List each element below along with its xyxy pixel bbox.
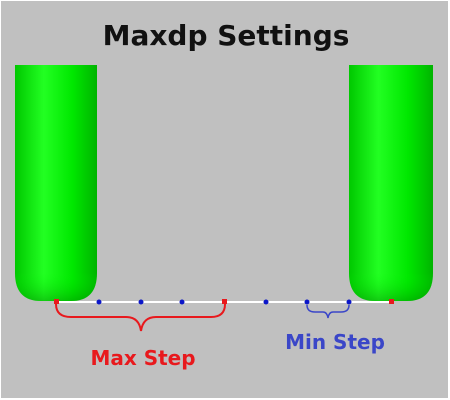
diagram-title: Maxdp Settings (102, 19, 350, 52)
left-tool-shape (15, 65, 97, 301)
step-point (263, 299, 269, 305)
end-marker (389, 299, 394, 304)
step-point (179, 299, 185, 305)
step-point (346, 299, 352, 305)
step-point (304, 299, 310, 305)
step-point (96, 299, 102, 305)
max-step-start-marker (54, 299, 59, 304)
right-tool-shape (349, 65, 433, 301)
max-step-brace (55, 303, 226, 332)
min-step-brace (306, 304, 350, 319)
step-point (138, 299, 144, 305)
min-step-label: Min Step (285, 330, 385, 354)
max-step-end-marker (222, 299, 227, 304)
max-step-label: Max Step (90, 346, 195, 370)
